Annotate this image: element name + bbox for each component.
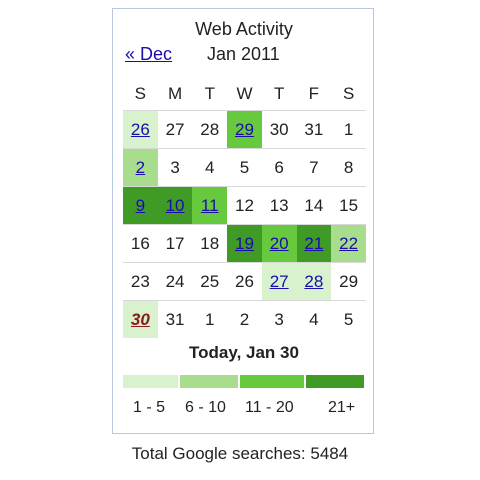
calendar-day: 15 [331,186,366,225]
calendar-day: 12 [227,186,262,225]
calendar-week-row: 23 24 25 26 27 28 29 [123,262,366,301]
legend-swatch [306,375,364,388]
weekday-header: W [227,77,262,111]
legend-swatch [123,375,178,388]
calendar-day-link[interactable]: 10 [165,195,185,215]
calendar-day: 7 [296,148,332,187]
calendar-day[interactable]: 2 [123,148,158,187]
weekday-header: M [157,77,193,111]
weekday-header: T [192,77,228,111]
calendar-day: 2 [239,309,250,329]
activity-legend-bar [123,375,366,388]
calendar-day[interactable]: 28 [296,262,332,301]
calendar-day-link[interactable]: 26 [130,119,150,139]
legend-label: 11 - 20 [245,399,294,416]
calendar-day: 24 [157,262,193,301]
calendar-day[interactable]: 19 [227,224,262,263]
calendar-day: 14 [296,186,332,225]
calendar-week-row: 26 27 28 29 30 31 1 [123,110,366,149]
calendar-day-link[interactable]: 9 [135,195,146,215]
calendar-day: 5 [343,309,354,329]
calendar-day[interactable]: 11 [192,186,228,225]
calendar-day: 1 [205,309,215,329]
calendar-day[interactable]: 22 [331,224,366,263]
calendar-day: 30 [261,110,297,149]
calendar-day[interactable]: 20 [261,224,297,263]
calendar-day: 3 [274,309,284,329]
calendar-weeks: 26 27 28 29 30 31 1 2 3 4 5 6 7 8 9 10 11 12 13 14 15 16 17 18 1… [123,110,366,338]
weekday-header-row: S M T W T F S [123,77,366,111]
legend-label: 6 - 10 [185,399,226,416]
calendar-day-link[interactable]: 28 [304,271,324,291]
legend-label: 1 - 5 [133,399,166,416]
calendar-day: 17 [157,224,193,263]
calendar-day: 27 [157,110,193,149]
activity-legend-labels: 1 - 5 6 - 10 11 - 20 21+ [123,399,366,419]
calendar-day-link[interactable]: 11 [200,195,219,215]
calendar-day-link[interactable]: 29 [235,119,254,139]
calendar-day: 4 [192,148,228,187]
calendar-day: 16 [123,224,158,263]
weekday-header: S [331,77,366,111]
calendar-day-link[interactable]: 19 [235,233,254,253]
calendar-day: 31 [296,110,332,149]
weekday-header: S [123,77,158,111]
calendar-day[interactable]: 26 [123,110,158,149]
calendar-day: 28 [192,110,228,149]
calendar-day: 4 [309,309,319,329]
calendar-day: 25 [192,262,228,301]
total-searches-text: Total Google searches: 5484 [131,444,349,463]
previous-month-link[interactable]: « Dec [125,44,173,64]
calendar-day-link[interactable]: 27 [269,271,289,291]
today-label: Today, Jan 30 [189,343,299,362]
calendar-day-today[interactable]: 30 [123,300,158,338]
weekday-header: T [261,77,297,111]
legend-label: 21+ [328,399,356,416]
calendar-day: 26 [227,262,262,301]
calendar-day: 18 [192,224,228,263]
calendar-day: 13 [261,186,297,225]
calendar-day[interactable]: 10 [157,186,193,225]
calendar-day-link[interactable]: 22 [339,233,359,253]
calendar-day: 3 [157,148,193,187]
calendar-day[interactable]: 27 [261,262,297,301]
weekday-header: F [296,77,332,111]
calendar-day-link[interactable]: 2 [135,157,146,177]
calendar-day: 5 [227,148,262,187]
legend-swatch [240,375,304,388]
calendar-grid: S M T W T F S 26 27 28 29 30 31 1 2 3 4 5 6 7 8 9 10 11 1… [123,77,366,338]
widget-title: Web Activity [195,19,293,39]
calendar-day[interactable]: 9 [123,186,158,225]
calendar-day: 6 [261,148,297,187]
calendar-day: 29 [331,262,366,301]
calendar-day[interactable]: 21 [296,224,332,263]
calendar-week-row: 9 10 11 12 13 14 15 [123,186,366,225]
calendar-day-link[interactable]: 21 [304,233,324,253]
calendar-day-link[interactable]: 20 [269,233,289,253]
calendar-week-row: 16 17 18 19 20 21 22 [123,224,366,263]
calendar-day-link[interactable]: 30 [130,309,150,329]
calendar-day: 31 [165,309,185,329]
current-month-label: Jan 2011 [207,44,280,64]
calendar-day: 8 [331,148,366,187]
legend-swatch [180,375,238,388]
calendar-week-row: 30 31 1 2 3 4 5 [123,300,366,338]
calendar-day[interactable]: 29 [227,110,262,149]
calendar-day: 1 [331,110,366,149]
web-activity-widget: Web Activity « Dec Jan 2011 S M T W T F … [112,8,374,434]
calendar-day: 23 [123,262,158,301]
